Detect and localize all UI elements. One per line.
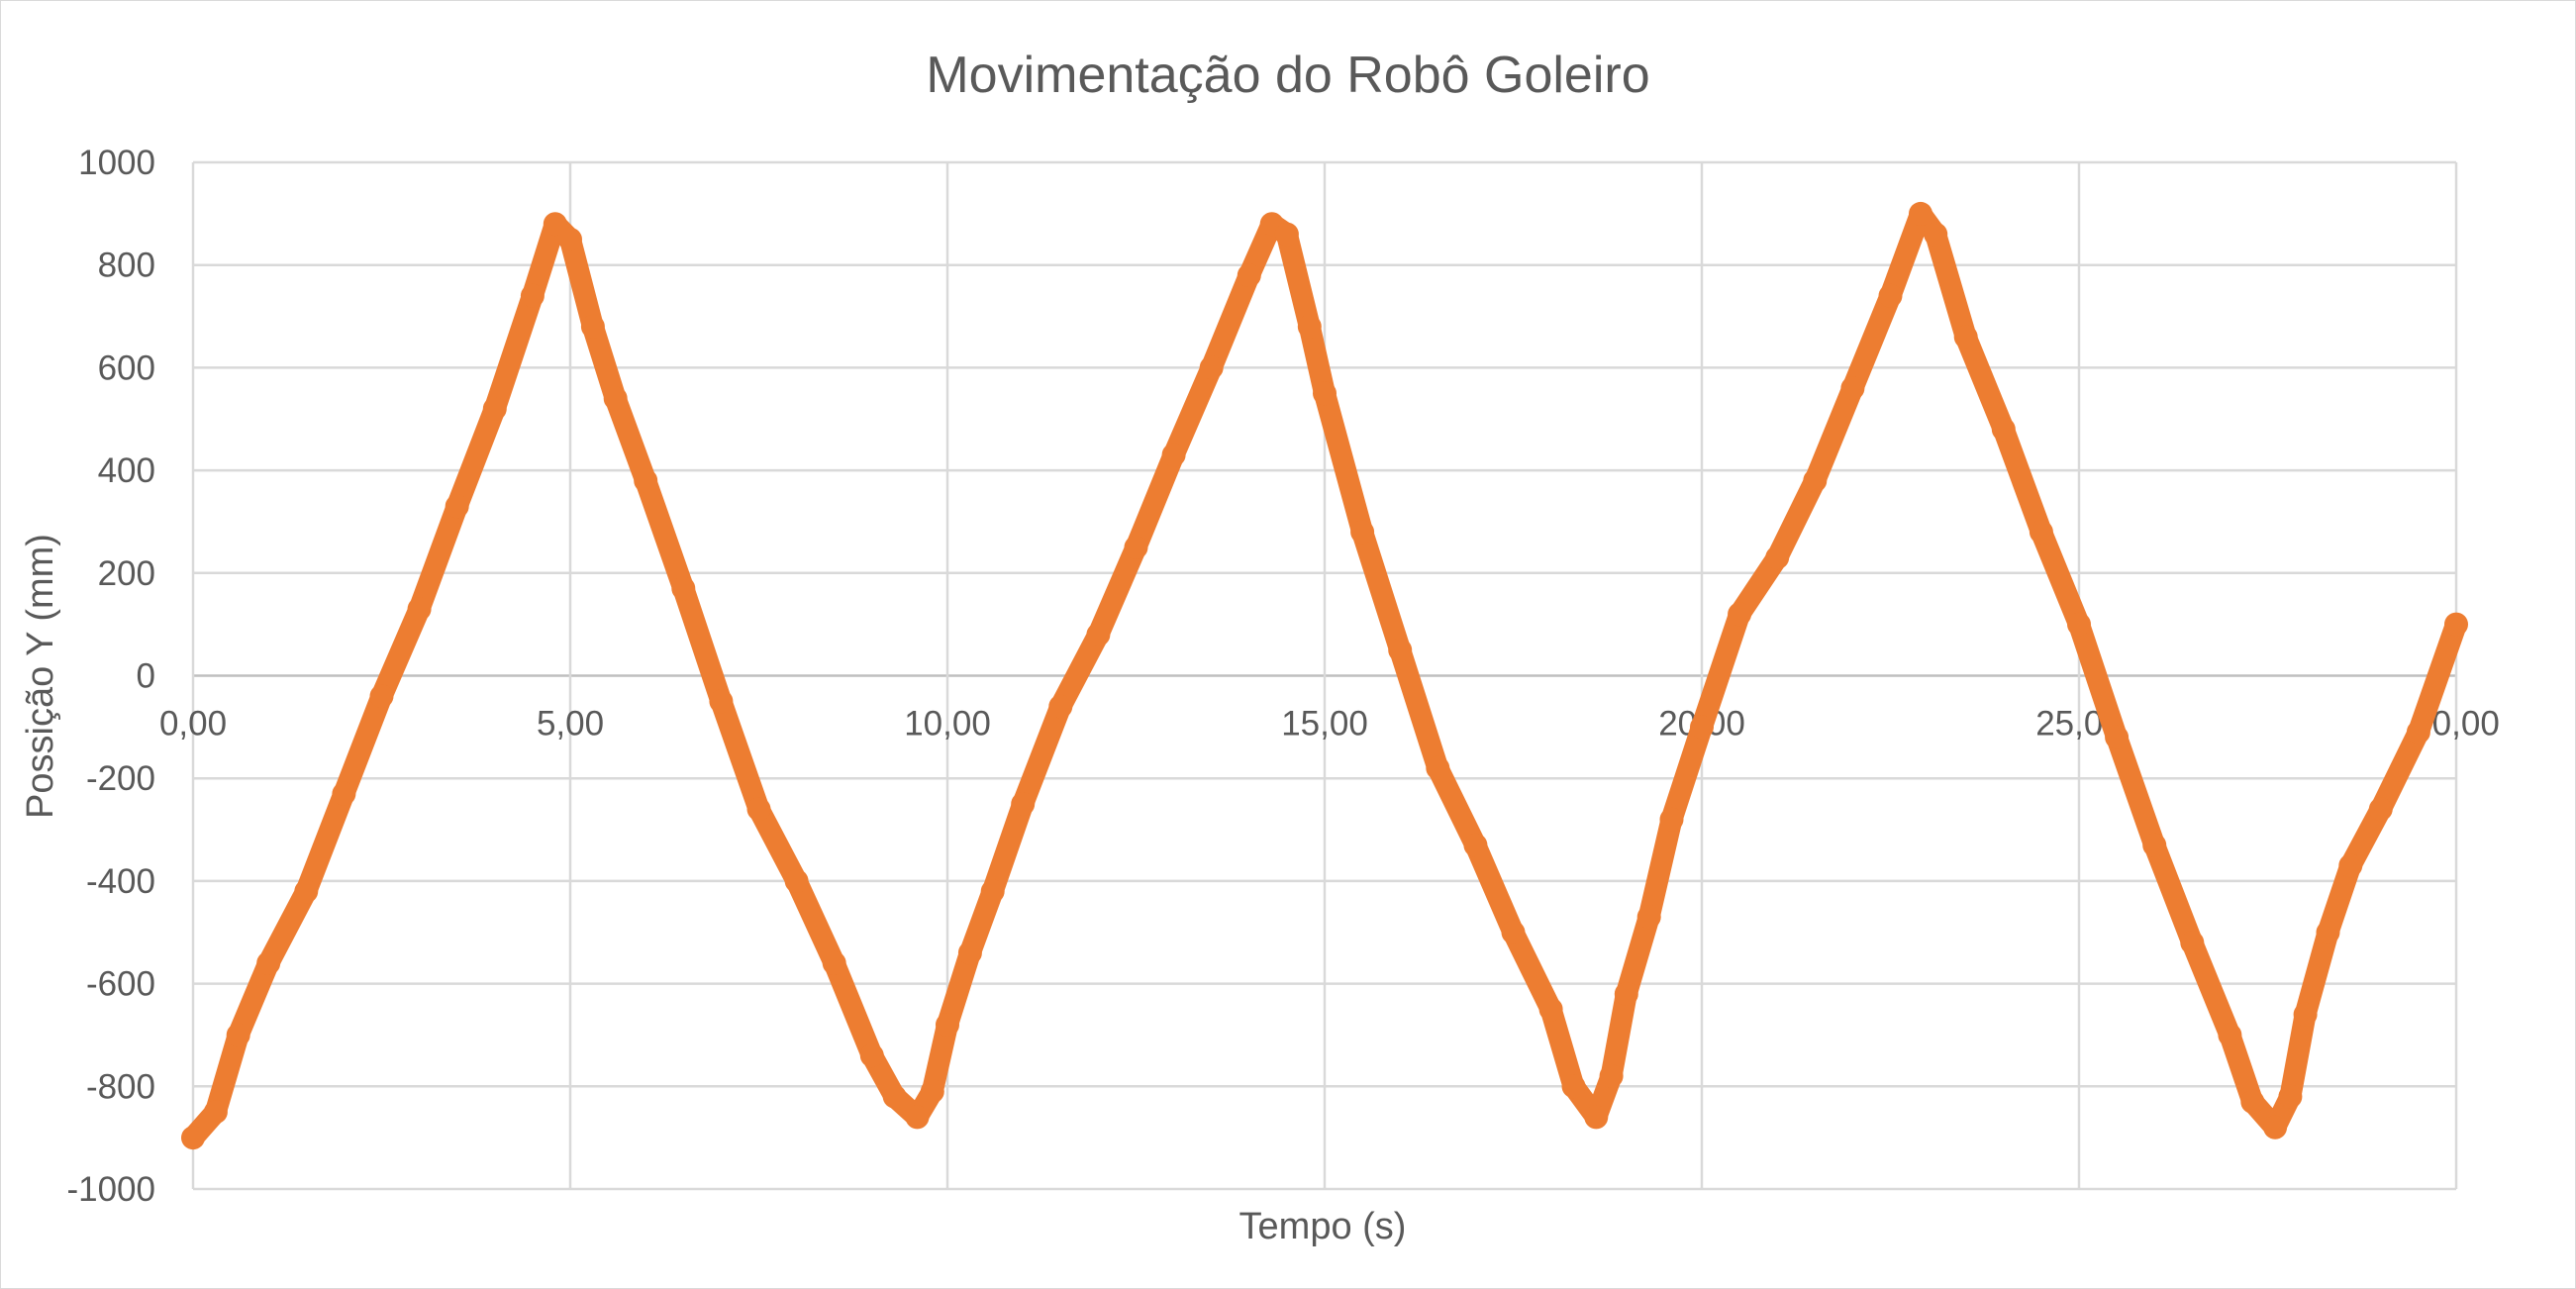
data-point [936,1013,959,1038]
data-point [520,283,545,308]
data-point [1614,982,1638,1006]
y-tick-label: 200 [98,554,155,593]
data-point [2180,931,2205,955]
data-point [603,386,628,411]
data-point [1561,1074,1586,1099]
y-tick-label: -200 [86,759,155,798]
data-point [1803,468,1828,493]
data-point [294,879,319,904]
data-point [822,950,846,975]
data-point [1878,283,1903,308]
data-point [482,396,507,421]
data-point [2218,1023,2242,1047]
data-point [882,1084,907,1109]
y-tick-label: -600 [86,965,155,1004]
data-point [859,1043,884,1068]
data-point [2338,853,2363,878]
y-tick-label: -800 [86,1067,155,1106]
data-point [2240,1089,2265,1114]
data-point [2444,612,2468,637]
data-point [1659,807,1684,832]
data-point [445,494,469,519]
data-point [1991,417,2016,442]
data-point [1765,545,1790,570]
y-tick-label: 600 [98,348,155,387]
data-point [1728,602,1752,627]
data-point [980,879,1005,904]
y-tick-label: -1000 [66,1170,155,1209]
chart-title: Movimentação do Robô Goleiro [926,47,1649,104]
data-point [580,314,605,339]
data-point [1538,997,1563,1022]
y-axis-tick-labels: -1000 -800 -600 -400 -200 0 200 400 600 800 1000 [66,144,155,1209]
data-point [2105,725,2130,749]
data-point [920,1079,944,1104]
data-point [957,941,982,965]
data-point [2316,920,2340,944]
data-point [1953,325,1978,349]
x-tick-label: 15,00 [1281,705,1368,744]
y-tick-label: 800 [98,247,155,285]
x-tick-label: 0,00 [159,705,227,744]
data-point [1909,201,1932,226]
data-point [2029,520,2053,545]
data-point [1350,520,1375,545]
data-point [2067,612,2091,637]
data-point [407,597,432,622]
x-tick-label: 5,00 [537,705,604,744]
data-point [203,1100,228,1125]
data-point [1199,355,1224,380]
data-point [226,1023,250,1047]
data-point [1840,376,1865,401]
data-point [1313,381,1337,406]
data-point [256,950,281,975]
data-point [1690,715,1714,740]
data-point [2406,720,2430,744]
data-point [1599,1063,1624,1088]
y-tick-label: -400 [86,862,155,901]
data-point [369,684,394,709]
y-axis-title: Possição Y (mm) [20,534,61,819]
data-point [558,227,582,251]
data-point [1237,263,1261,288]
data-point [1048,694,1073,719]
y-tick-label: 0 [137,657,155,696]
data-point [1086,623,1111,646]
data-point [709,689,734,714]
data-point [1124,535,1148,559]
x-axis-title: Tempo (s) [1239,1206,1407,1247]
x-tick-label: 10,00 [904,705,991,744]
data-point [1274,222,1299,247]
data-point [1161,443,1186,467]
data-point [1584,1105,1609,1130]
data-point [1011,792,1036,817]
data-point [2293,1002,2318,1027]
data-point [2278,1084,2303,1109]
data-point [1463,833,1488,857]
data-point [1501,920,1526,944]
data-point [905,1105,930,1130]
y-tick-label: 1000 [78,144,155,182]
data-point [1426,755,1450,780]
data-point [671,576,696,601]
data-point [634,468,658,493]
y-tick-label: 400 [98,451,155,490]
data-point [543,212,567,237]
data-point [181,1126,205,1150]
data-point [1388,638,1413,662]
series-line [182,202,2467,1149]
data-point [1636,905,1661,930]
data-point [2368,797,2393,822]
data-point [784,868,809,893]
data-point [746,797,771,822]
data-point [332,781,356,806]
data-point [2142,833,2167,857]
data-point [1297,314,1322,339]
data-series [181,201,2468,1150]
data-point [1924,222,1948,247]
data-point [2263,1115,2288,1140]
